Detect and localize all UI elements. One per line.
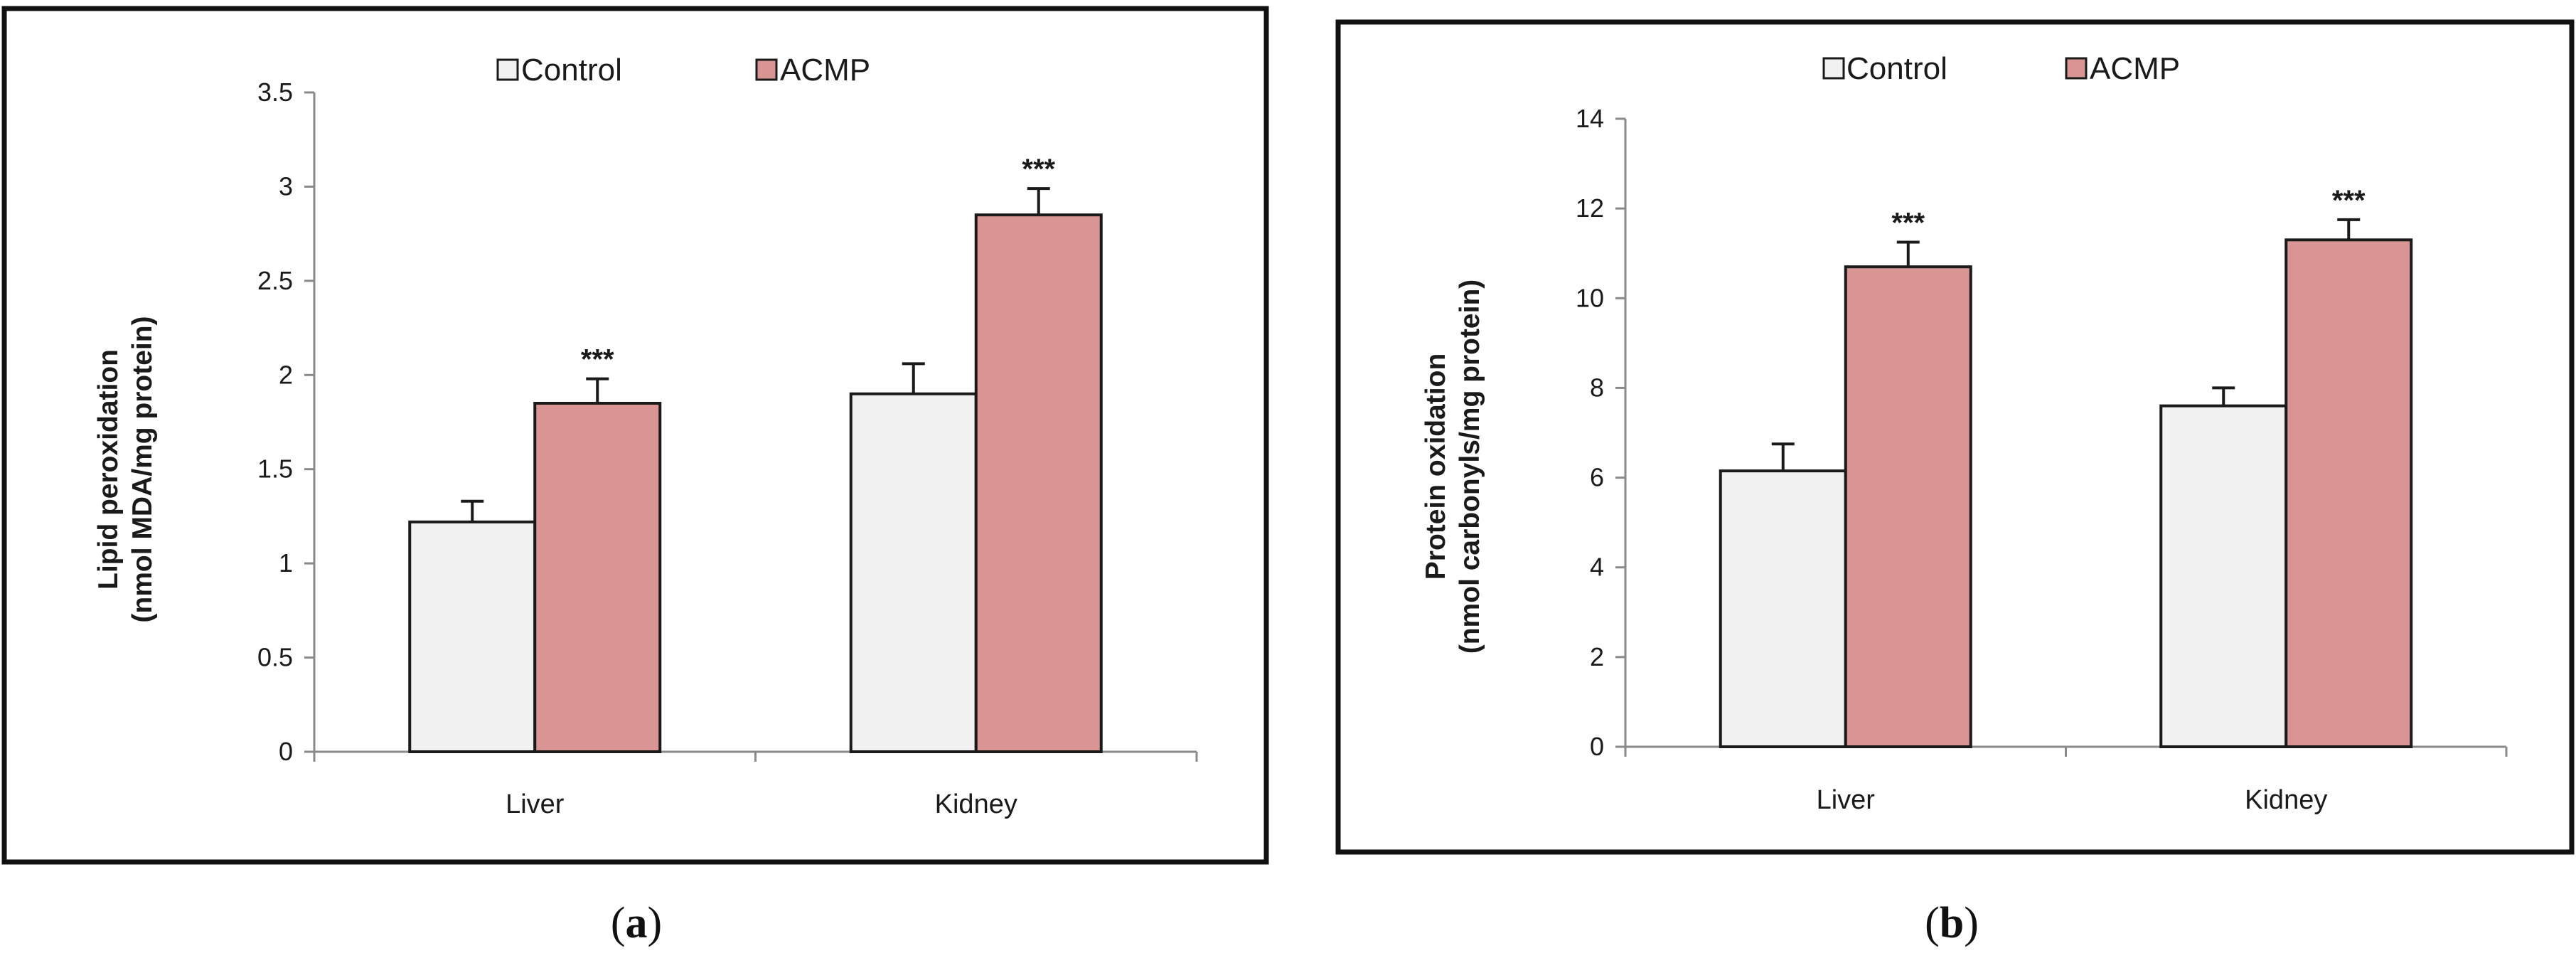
y-axis-label-line2: (nmol carbonyls/mg protein) (1455, 280, 1485, 654)
y-axis-label-line2: (nmol MDA/mg protein) (127, 316, 158, 622)
panel-a-x-ticks (313, 752, 1198, 762)
panel-a-legend: Control ACMP (496, 53, 870, 87)
panel-b-category-labels: Liver Kidney (1817, 785, 2328, 815)
panel-a-bars: *** *** (408, 154, 1103, 753)
category-label-kidney: Kidney (935, 789, 1017, 819)
y-tick-label: 0 (1590, 732, 1604, 761)
legend-acmp-swatch (755, 58, 778, 81)
bar-control-kidney (849, 392, 978, 753)
caption-a-letter: a (626, 899, 648, 947)
panel-a: Control ACMP Lipid peroxidation (nmol MD… (1, 6, 1269, 865)
panel-b-y-axis-label: Protein oxidation (nmol carbonyls/mg pro… (1421, 280, 1485, 654)
legend-acmp-label: ACMP (2090, 51, 2180, 86)
panel-b: Control ACMP Protein oxidation (nmol car… (1335, 19, 2575, 855)
y-tick-label: 10 (1576, 283, 1604, 312)
bar-acmp-kidney (974, 213, 1103, 753)
panel-b-x-ticks (1624, 747, 2508, 757)
legend-acmp-swatch (2065, 57, 2088, 80)
significance-marker: *** (2332, 185, 2366, 216)
y-tick-label: 1.5 (257, 454, 293, 484)
bar-control-liver (408, 520, 537, 753)
panel-a-y-axis-label: Lipid peroxidation (nmol MDA/mg protein) (93, 316, 158, 622)
legend-acmp-label: ACMP (780, 53, 870, 87)
caption-a: (a) (611, 899, 662, 947)
y-tick-label: 2 (279, 360, 293, 389)
y-tick-label: 0 (279, 737, 293, 766)
panel-b-y-ticks: 0 2 4 6 8 10 12 14 (1576, 104, 1625, 761)
panel-a-y-ticks: 0 0.5 1 1.5 2 2.5 3 3.5 (257, 78, 314, 766)
y-tick-label: 6 (1590, 463, 1604, 492)
y-tick-label: 3 (279, 171, 293, 201)
y-tick-label: 8 (1590, 373, 1604, 402)
legend-control-label: Control (1847, 51, 1947, 86)
y-tick-label: 14 (1576, 104, 1604, 133)
y-tick-label: 3.5 (257, 78, 293, 107)
panel-b-bars: *** *** (1719, 185, 2413, 749)
bar-acmp-liver (1844, 265, 1972, 748)
bar-control-kidney (2159, 404, 2288, 749)
y-axis-label-line1: Protein oxidation (1421, 353, 1451, 580)
panel-a-category-labels: Liver Kidney (506, 789, 1017, 819)
y-tick-label: 0.5 (257, 643, 293, 672)
category-label-kidney: Kidney (2245, 785, 2327, 815)
caption-b-letter: b (1940, 899, 1964, 947)
bar-acmp-liver (533, 402, 662, 753)
legend-control-swatch (496, 58, 519, 81)
legend-control-swatch (1822, 57, 1845, 80)
bar-control-liver (1719, 469, 1847, 748)
y-tick-label: 12 (1576, 193, 1604, 223)
bar-acmp-kidney (2284, 238, 2413, 748)
y-tick-label: 2 (1590, 642, 1604, 671)
significance-marker: *** (1022, 154, 1055, 185)
y-tick-label: 2.5 (257, 266, 293, 295)
y-tick-label: 1 (279, 548, 293, 578)
significance-marker: *** (581, 344, 614, 376)
y-axis-label-line1: Lipid peroxidation (93, 349, 124, 590)
legend-control-label: Control (521, 53, 622, 87)
y-tick-label: 4 (1590, 553, 1604, 582)
category-label-liver: Liver (1817, 785, 1876, 815)
panel-b-legend: Control ACMP (1822, 51, 2180, 86)
category-label-liver: Liver (506, 789, 565, 819)
significance-marker: *** (1891, 207, 1925, 238)
caption-b: (b) (1925, 899, 1979, 947)
